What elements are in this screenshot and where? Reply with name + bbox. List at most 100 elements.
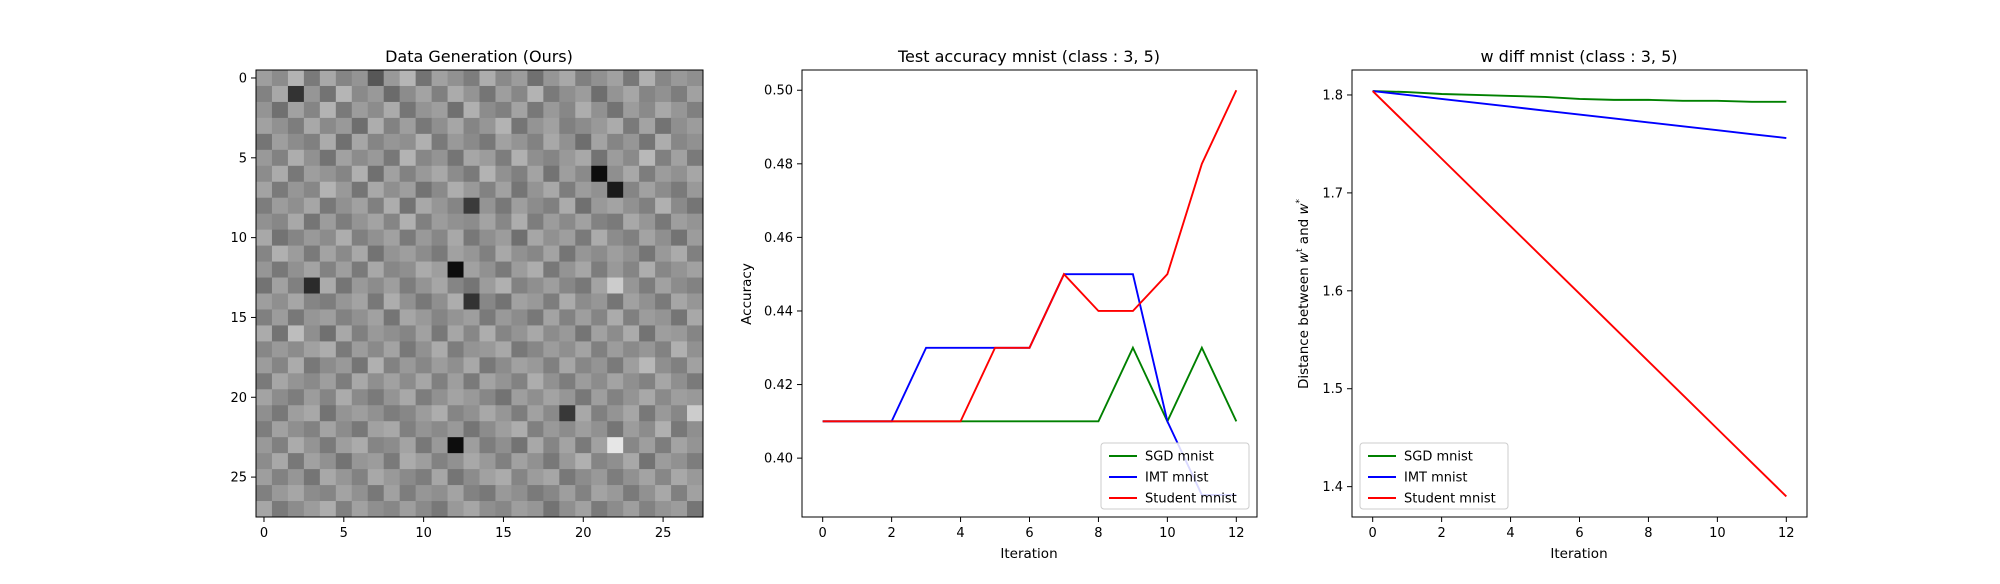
heatmap-cell [431, 421, 448, 438]
heatmap-cell [319, 117, 337, 135]
heatmap-cell [623, 229, 640, 247]
heatmap-cell [607, 293, 624, 310]
heatmap-cell [527, 85, 544, 103]
heatmap-cell [399, 357, 417, 374]
heatmap-cell [687, 70, 704, 87]
heatmap-cell [639, 293, 656, 310]
heatmap-cell [256, 325, 273, 342]
heatmap-cell [383, 309, 401, 326]
heatmap-cell [511, 197, 528, 215]
heatmap-cell [431, 405, 448, 422]
heatmap-cell [527, 261, 544, 278]
heatmap-cell [271, 357, 289, 374]
heatmap-cell [447, 165, 464, 183]
heatmap-cell [479, 197, 496, 215]
heatmap-cell [543, 405, 560, 422]
y-tick-label: 0.50 [764, 84, 793, 99]
heatmap-cell [399, 213, 417, 231]
heatmap-cell [303, 437, 321, 454]
heatmap-cell [447, 133, 464, 151]
heatmap-cell [415, 149, 433, 167]
heatmap-cell [607, 149, 624, 167]
heatmap-cell [495, 309, 512, 326]
heatmap-cell [319, 453, 337, 470]
legend-label: Student mnist [1145, 492, 1237, 507]
heatmap-cell [655, 197, 672, 215]
heatmap-cell [575, 389, 592, 406]
heatmap-cell [335, 261, 353, 278]
heatmap-cell [415, 373, 433, 390]
heatmap-cell [511, 245, 528, 262]
heatmap-cell [511, 485, 528, 502]
heatmap-cell [671, 421, 688, 438]
heatmap-cell [319, 389, 337, 406]
heatmap-cell [256, 485, 273, 502]
heatmap-cell [271, 405, 289, 422]
heatmap-cell [271, 453, 289, 470]
x-tick-label: 0 [1369, 526, 1377, 541]
heatmap-cell [623, 341, 640, 358]
heatmap-cell [319, 85, 337, 103]
heatmap-cell [639, 70, 656, 87]
heatmap-cell [256, 469, 273, 486]
heatmap-cell [495, 437, 512, 454]
heatmap-cell [351, 261, 369, 278]
heatmap-cell [399, 70, 417, 87]
heatmap-cell [655, 70, 672, 87]
heatmap-cell [543, 389, 560, 406]
heatmap-cell [607, 277, 624, 294]
heatmap-cell [527, 389, 544, 406]
heatmap-cell [479, 357, 496, 374]
heatmap-cell [447, 293, 464, 310]
heatmap-cell [479, 469, 496, 486]
heatmap-cell [575, 373, 592, 390]
heatmap-cell [463, 325, 480, 342]
heatmap-cell [591, 229, 608, 247]
heatmap-cell [479, 229, 496, 247]
x-tick-label: 12 [1228, 526, 1245, 541]
x-tick-label: 2 [1437, 526, 1445, 541]
heatmap-cell [335, 213, 353, 231]
heatmap-cell [463, 405, 480, 422]
heatmap-cell [367, 469, 385, 486]
heatmap-cell [447, 277, 464, 294]
heatmap-cell [399, 501, 417, 518]
heatmap-cell [463, 149, 480, 167]
heatmap-cell [655, 101, 672, 119]
heatmap-cell [351, 421, 369, 438]
heatmap-cell [623, 469, 640, 486]
heatmap-cell [256, 277, 273, 294]
y-tick-label: 1.4 [1322, 480, 1343, 495]
heatmap-cell [431, 245, 448, 262]
heatmap-cell [639, 389, 656, 406]
heatmap-cell [575, 309, 592, 326]
heatmap-cell [399, 421, 417, 438]
y-tick-label: 0.44 [764, 304, 793, 319]
heatmap-cell [431, 293, 448, 310]
heatmap-cell [351, 85, 369, 103]
heatmap-cell [415, 421, 433, 438]
heatmap-cell [271, 261, 289, 278]
heatmap-cell [335, 133, 353, 151]
heatmap-cell [256, 309, 273, 326]
heatmap-cell [623, 165, 640, 183]
heatmap-cell [479, 453, 496, 470]
heatmap-cell [383, 277, 401, 294]
heatmap-cell [415, 469, 433, 486]
heatmap-cell [479, 70, 496, 87]
heatmap-cell [639, 133, 656, 151]
heatmap-cell [687, 309, 704, 326]
heatmap-cell [511, 261, 528, 278]
heatmap-cell [303, 70, 321, 87]
heatmap-cell [399, 277, 417, 294]
heatmap-cell [447, 309, 464, 326]
heatmap-cell [256, 149, 273, 167]
heatmap-cell [399, 261, 417, 278]
heatmap-cell [687, 373, 704, 390]
heatmap-cell [399, 245, 417, 262]
heatmap-cell [447, 229, 464, 247]
heatmap-cell [559, 341, 576, 358]
heatmap-cell [591, 325, 608, 342]
heatmap-cell [431, 261, 448, 278]
heatmap-cell [319, 437, 337, 454]
